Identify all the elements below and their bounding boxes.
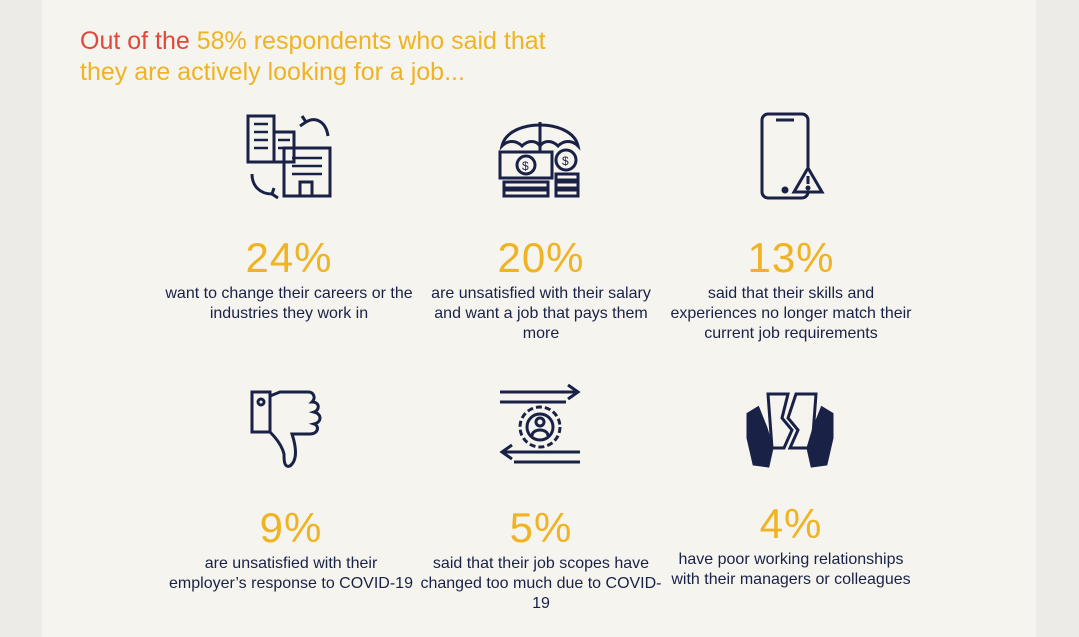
headline-part1: Out of the [80,27,197,55]
stat-percent: 9% [259,504,323,551]
headline: Out of the 58% respondents who said that… [80,26,546,88]
stat-description: have poor working relationships with the… [671,551,911,588]
stat-relationships: 4% have poor working relationships with … [666,502,916,590]
svg-text:$: $ [562,154,569,168]
stat-covid-response: 9% are unsatisfied with their employer’s… [166,506,416,594]
phone-warning-icon [758,110,828,207]
stat-description: are unsatisfied with their salary and wa… [431,285,651,342]
infographic-panel [42,0,1036,637]
stat-percent: 4% [759,500,823,547]
broken-heart-hands-icon [744,388,836,473]
stat-description: said that their skills and experiences n… [670,285,912,342]
stat-percent: 20% [497,234,585,281]
stat-percent: 24% [245,234,333,281]
money-umbrella-icon: $ $ [494,108,586,205]
headline-line2: they are actively looking for a job... [80,58,465,86]
stat-salary: 20% are unsatisfied with their salary an… [416,236,666,344]
buildings-swap-icon [244,110,334,205]
svg-text:$: $ [522,159,529,173]
stat-description: want to change their careers or the indu… [165,285,413,322]
stat-percent: 13% [747,234,835,281]
headline-highlight: 58% respondents who said that [196,27,546,55]
stat-percent: 5% [509,504,573,551]
stat-description: are unsatisfied with their employer’s re… [169,555,413,592]
thumbs-down-icon [248,388,332,475]
stat-skills-mismatch: 13% said that their skills and experienc… [666,236,916,344]
gear-person-arrows-icon [496,382,584,477]
stat-career-change: 24% want to change their careers or the … [164,236,414,324]
stat-description: said that their job scopes have changed … [420,555,662,612]
stat-job-scope: 5% said that their job scopes have chang… [416,506,666,614]
